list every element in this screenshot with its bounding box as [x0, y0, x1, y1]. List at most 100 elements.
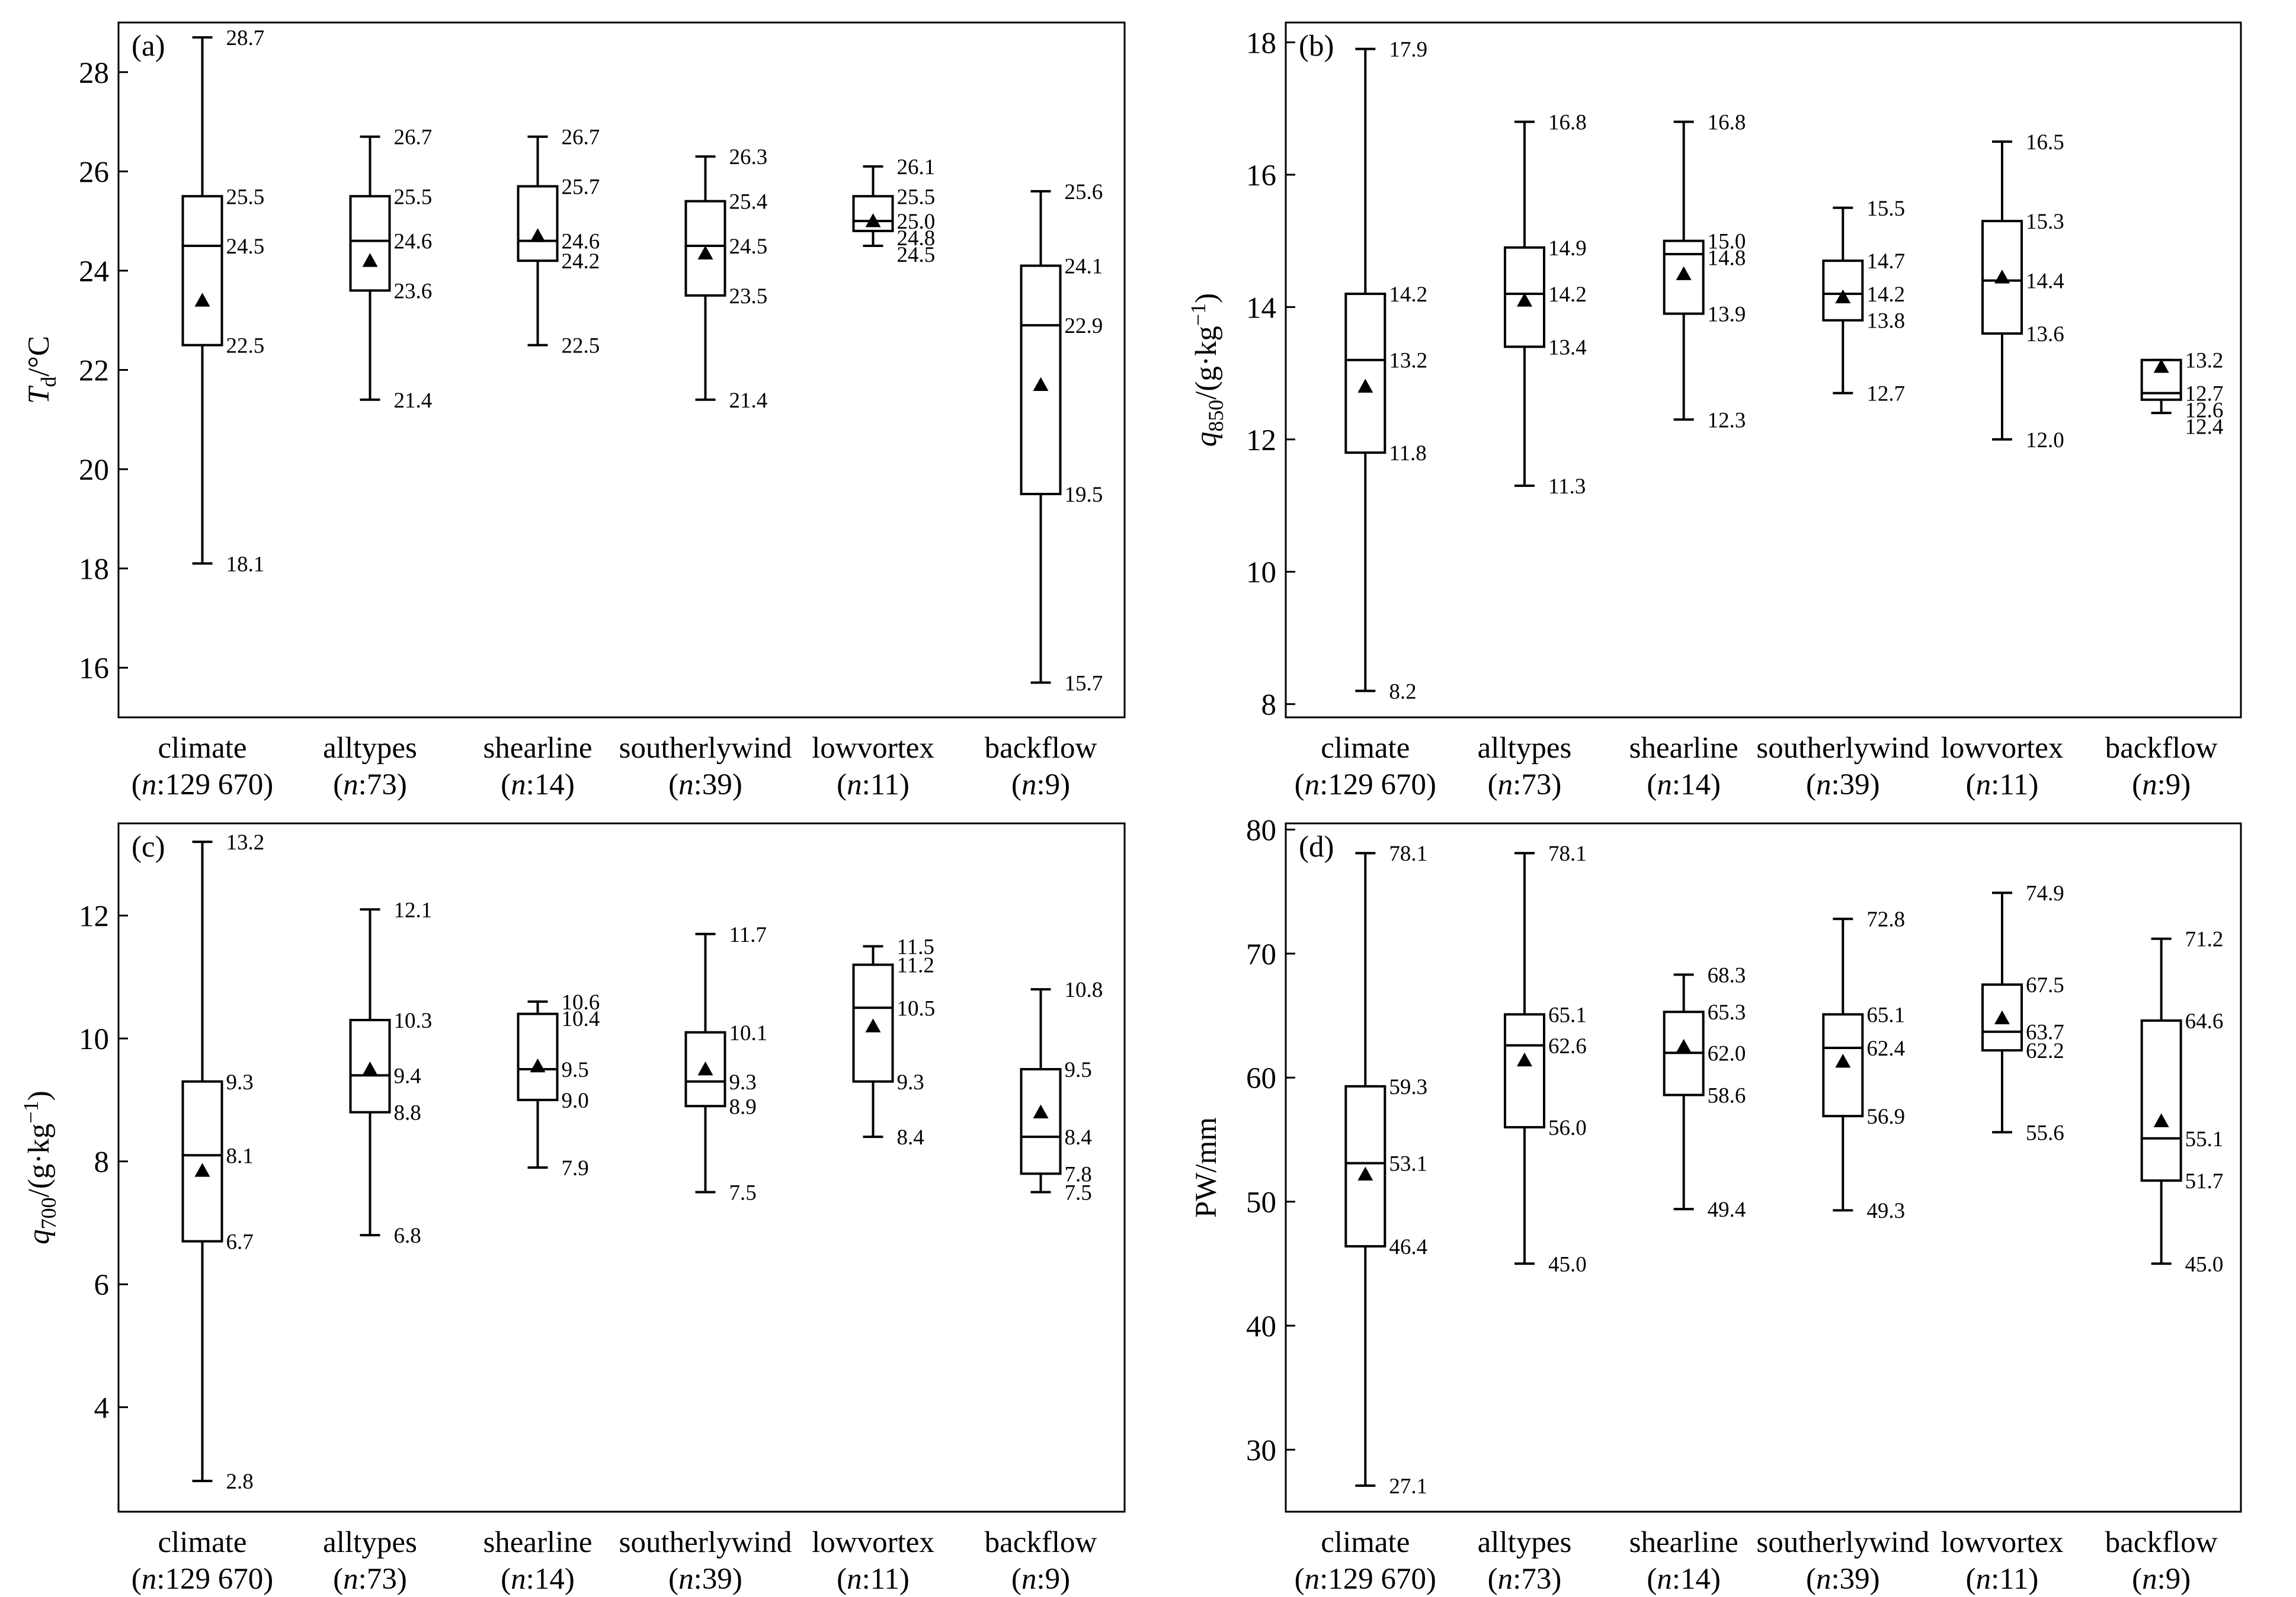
- y-axis-title: q850/(g·kg−1): [1186, 293, 1228, 447]
- value-label-q3: 64.6: [2185, 1009, 2224, 1034]
- box-alltypes: 78.1 65.1 62.6 56.0 45.0: [1504, 842, 1587, 1277]
- mean-marker: [362, 1062, 378, 1076]
- category-count-label: (n:73): [333, 1563, 407, 1596]
- category-count-label: (n:39): [668, 768, 742, 801]
- category-count-label: (n:14): [501, 768, 575, 801]
- y-tick-label: 10: [1246, 556, 1276, 589]
- mean-marker: [1676, 1038, 1692, 1053]
- value-label-q3: 65.1: [1866, 1003, 1905, 1027]
- y-tick-label: 30: [1246, 1434, 1276, 1467]
- y-tick-label: 26: [79, 156, 109, 189]
- value-label-q3: 15.3: [2026, 210, 2064, 234]
- category-label: southerlywind: [1756, 1526, 1929, 1559]
- category-label: lowvortex: [1941, 732, 2064, 765]
- iqr-box: [1981, 220, 2023, 335]
- value-label-min: 55.6: [2026, 1121, 2064, 1145]
- box-alltypes: 26.7 25.5 24.6 23.6 21.4: [349, 126, 433, 413]
- category-label: shearline: [483, 1526, 592, 1559]
- plot-frame: [117, 21, 1126, 719]
- mean-marker: [1517, 1052, 1532, 1067]
- category-count-label: (n:14): [501, 1563, 575, 1596]
- mean-marker: [194, 1163, 210, 1177]
- value-label-q3: 25.5: [226, 185, 265, 209]
- box-backflow: 25.6 24.1 22.9 19.5 15.7: [1020, 180, 1103, 695]
- value-label-max: 72.8: [1866, 907, 1905, 932]
- value-label-max: 26.3: [729, 145, 768, 169]
- mean-marker: [1676, 266, 1692, 280]
- value-label-median: 53.1: [1389, 1152, 1427, 1176]
- category-count-label: (n:39): [1806, 768, 1880, 801]
- y-tick-label: 18: [79, 553, 109, 586]
- category-label: southerlywind: [619, 732, 792, 765]
- value-label-max: 13.2: [2185, 349, 2224, 373]
- value-label-median: 62.6: [1548, 1034, 1587, 1059]
- category-count-label: (n:129 670): [132, 1563, 273, 1596]
- mean-marker: [1994, 1010, 2010, 1025]
- category-count-label: (n:11): [1966, 1563, 2039, 1596]
- value-label-q3: 11.2: [897, 954, 934, 978]
- value-label-median: 10.5: [897, 996, 936, 1021]
- category-count-label: (n:73): [1488, 1563, 1562, 1596]
- value-label-min: 21.4: [729, 389, 768, 413]
- value-label-median: 12.7: [2185, 382, 2224, 406]
- iqr-box: [1344, 293, 1386, 454]
- category-label: southerlywind: [619, 1526, 792, 1559]
- mean-marker: [697, 1062, 713, 1076]
- iqr-box: [1344, 1085, 1386, 1248]
- value-label-median: 14.2: [1548, 283, 1587, 307]
- panel-b: 8 10 12 14 16 18 q850/(g·kg−1) (b) climate(n:129…: [1186, 21, 2242, 801]
- y-tick-label: 20: [79, 454, 109, 487]
- value-label-q1: 58.6: [1708, 1084, 1746, 1108]
- panel-label: (d): [1299, 830, 1334, 864]
- panel-d: 30 40 50 60 70 80 PW/mm (d) climate (n:129 670) al…: [1190, 814, 2242, 1596]
- value-label-q1: 56.0: [1548, 1116, 1587, 1140]
- box-backflow: 71.2 64.6 55.1 51.7 45.0: [2140, 928, 2224, 1277]
- category-count-label: (n:129 670): [132, 768, 273, 801]
- category-count-label: (n:14): [1647, 1563, 1721, 1596]
- value-label-q3: 10.3: [394, 1009, 433, 1033]
- y-tick-label: 6: [94, 1269, 110, 1302]
- mean-marker: [1033, 377, 1049, 392]
- value-label-max: 78.1: [1389, 842, 1427, 866]
- mean-marker: [1835, 289, 1851, 304]
- value-label-q1: 11.8: [1389, 441, 1426, 466]
- value-label-q1: 56.9: [1866, 1105, 1905, 1129]
- plot-frame: [117, 822, 1126, 1513]
- value-label-median: 24.6: [394, 230, 433, 254]
- value-label-median: 14.4: [2026, 270, 2064, 294]
- category-label: climate: [158, 1526, 246, 1559]
- value-label-q3: 25.5: [897, 185, 936, 209]
- box-lowvortex: 74.9 67.5 63.762.2 55.6: [1981, 881, 2064, 1145]
- value-label-q3: 10.4: [562, 1007, 600, 1031]
- y-tick-label: 12: [79, 900, 109, 934]
- value-label-min: 7.5: [729, 1181, 757, 1205]
- value-label-q3: 65.3: [1708, 1000, 1746, 1025]
- category-label: alltypes: [323, 1526, 417, 1559]
- value-label-min: 8.2: [1389, 679, 1416, 704]
- mean-marker: [2153, 358, 2169, 373]
- value-label-q3: 14.2: [1389, 283, 1427, 307]
- value-label-min: 2.8: [226, 1470, 254, 1494]
- box-alltypes: 12.1 10.3 9.4 8.8 6.8: [349, 898, 433, 1248]
- value-label-max: 16.8: [1548, 111, 1587, 135]
- value-label-median: 24.5: [226, 235, 265, 259]
- value-label-max: 15.5: [1866, 197, 1905, 221]
- category-label: climate: [158, 732, 246, 765]
- category-count-label: (n:9): [1011, 768, 1070, 801]
- value-label-q3: 9.5: [1065, 1058, 1092, 1082]
- value-label-q1: 24.8: [897, 226, 936, 251]
- value-label-min: 12.0: [2026, 428, 2064, 453]
- mean-marker: [865, 213, 881, 227]
- mean-marker: [2153, 1113, 2169, 1127]
- category-count-label: (n:9): [2132, 768, 2191, 801]
- box-shearline: 16.8 15.014.8 13.9 12.3: [1663, 111, 1746, 432]
- box-climate: 28.7 25.5 24.5 22.5 18.1: [181, 26, 265, 576]
- value-label-max: 11.5: [897, 935, 934, 960]
- value-label-min: 12.4: [2185, 415, 2224, 440]
- iqr-box: [2140, 1019, 2182, 1182]
- value-label-q1: 7.8: [1065, 1162, 1092, 1186]
- box-backflow: 13.2 12.712.612.4: [2140, 349, 2224, 440]
- y-tick-label: 40: [1246, 1310, 1276, 1343]
- category-label: lowvortex: [812, 732, 934, 765]
- category-label: backflow: [985, 732, 1097, 765]
